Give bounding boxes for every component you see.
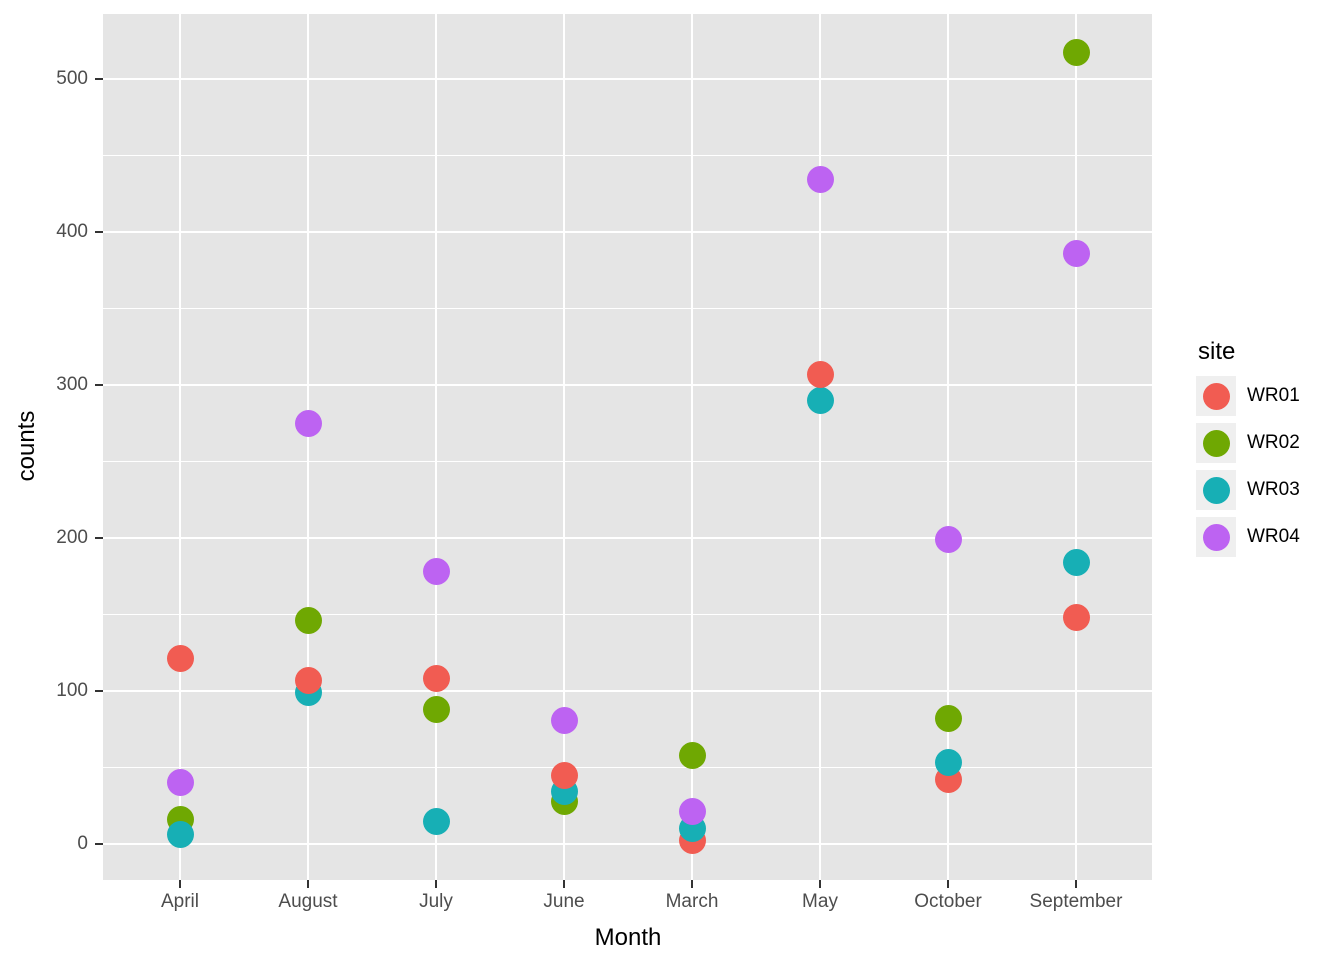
x-axis-tick: [690, 880, 694, 888]
scatter-point: [550, 761, 578, 789]
gridline-vertical-major: [562, 14, 566, 880]
scatter-point: [166, 645, 194, 673]
y-tick-label: 100: [56, 680, 88, 701]
gridline-horizontal-major: [103, 230, 1152, 234]
legend-item: WR03: [1196, 470, 1300, 510]
x-tick-label: July: [419, 891, 453, 912]
scatter-point: [422, 695, 450, 723]
y-axis-tick: [95, 536, 103, 540]
gridline-vertical-major: [178, 14, 182, 880]
gridline-vertical-major: [1074, 14, 1078, 880]
legend-item-label: WR01: [1247, 385, 1300, 406]
scatter-point: [1062, 39, 1090, 67]
scatter-point: [806, 386, 834, 414]
x-axis-tick: [178, 880, 182, 888]
legend-item-label: WR04: [1247, 526, 1300, 547]
legend-point-icon: [1202, 476, 1230, 504]
gridline-vertical-major: [306, 14, 310, 880]
gridline-vertical-major: [434, 14, 438, 880]
scatter-point: [422, 558, 450, 586]
x-axis-tick: [946, 880, 950, 888]
x-axis-tick: [1074, 880, 1078, 888]
gridline-horizontal-minor: [103, 307, 1152, 310]
x-tick-label: May: [802, 891, 838, 912]
gridline-horizontal-major: [103, 77, 1152, 81]
y-tick-label: 400: [56, 221, 88, 242]
y-axis-tick: [95, 383, 103, 387]
x-axis-tick: [434, 880, 438, 888]
scatter-point: [166, 821, 194, 849]
gridline-horizontal-major: [103, 383, 1152, 387]
scatter-point: [806, 360, 834, 388]
x-tick-label: March: [665, 891, 719, 912]
gridline-horizontal-minor: [103, 460, 1152, 463]
x-axis-tick: [306, 880, 310, 888]
scatter-point: [934, 705, 962, 733]
scatter-point: [294, 409, 322, 437]
y-axis-tick: [95, 842, 103, 846]
legend-items: WR01 WR02 WR03 WR04: [1196, 376, 1300, 557]
legend-key: [1196, 376, 1236, 416]
x-axis-title: Month: [594, 924, 662, 951]
scatter-point: [422, 665, 450, 693]
gridline-horizontal-major: [103, 689, 1152, 693]
legend-key: [1196, 423, 1236, 463]
scatter-point: [166, 769, 194, 797]
scatter-point: [934, 749, 962, 777]
scatter-point: [1062, 239, 1090, 267]
scatter-point: [678, 798, 706, 826]
scatter-point: [934, 526, 962, 554]
scatter-point: [1062, 604, 1090, 632]
scatter-point: [294, 666, 322, 694]
legend: site WR01 WR02 WR03 WR04: [1196, 338, 1300, 564]
gridline-horizontal-minor: [103, 613, 1152, 616]
legend-point-icon: [1202, 382, 1230, 410]
legend-key: [1196, 470, 1236, 510]
y-tick-label: 200: [56, 527, 88, 548]
y-tick-label: 0: [77, 833, 88, 854]
legend-item: WR02: [1196, 423, 1300, 463]
x-tick-label: September: [1029, 891, 1123, 912]
x-tick-label: April: [160, 891, 199, 912]
scatter-point: [806, 166, 834, 194]
legend-key: [1196, 517, 1236, 557]
legend-title: site: [1198, 338, 1236, 365]
legend-item-label: WR02: [1247, 432, 1300, 453]
legend-item: WR04: [1196, 517, 1300, 557]
gridline-vertical-major: [818, 14, 822, 880]
gridline-horizontal-minor: [103, 154, 1152, 157]
x-tick-label: June: [543, 891, 585, 912]
x-axis-tick: [562, 880, 566, 888]
scatter-point: [294, 607, 322, 635]
gridline-horizontal-minor: [103, 766, 1152, 769]
plot-panel: [103, 14, 1152, 880]
scatter-point: [422, 807, 450, 835]
y-tick-label: 500: [56, 68, 88, 89]
x-tick-label: October: [914, 891, 982, 912]
x-tick-label: August: [278, 891, 338, 912]
y-axis-tick: [95, 77, 103, 81]
legend-point-icon: [1202, 429, 1230, 457]
gridline-vertical-major: [946, 14, 950, 880]
scatter-point: [678, 741, 706, 769]
scatter-point: [1062, 548, 1090, 576]
y-tick-label: 300: [56, 374, 88, 395]
scatter-point: [550, 706, 578, 734]
y-axis-tick: [95, 230, 103, 234]
legend-point-icon: [1202, 523, 1230, 551]
gridline-vertical-major: [690, 14, 694, 880]
gridline-horizontal-major: [103, 842, 1152, 846]
y-axis-tick: [95, 689, 103, 693]
x-axis-tick: [818, 880, 822, 888]
gridline-horizontal-major: [103, 536, 1152, 540]
y-axis-title: counts: [13, 410, 40, 482]
legend-item-label: WR03: [1247, 479, 1300, 500]
legend-item: WR01: [1196, 376, 1300, 416]
